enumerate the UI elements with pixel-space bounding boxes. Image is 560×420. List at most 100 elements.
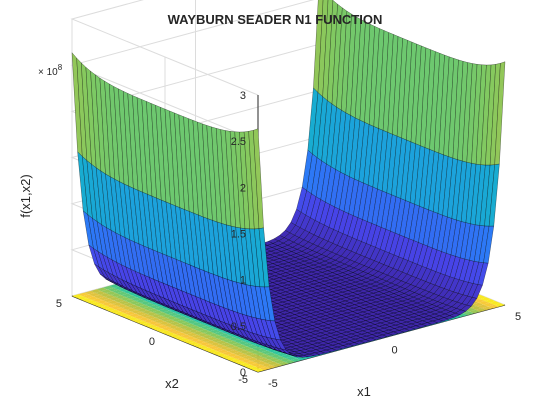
contour-cell xyxy=(135,299,147,303)
contour-cell xyxy=(109,284,120,288)
contour-cell xyxy=(144,303,156,307)
contour-cell xyxy=(240,346,252,351)
contour-cell xyxy=(478,301,490,305)
contour-cell xyxy=(95,303,107,308)
z-tick-label: 1 xyxy=(240,275,246,287)
z-axis-label: f(x1,x2) xyxy=(18,174,33,217)
contour-cell xyxy=(189,338,201,342)
contour-cell xyxy=(90,289,102,293)
contour-cell xyxy=(171,330,182,335)
contour-cell xyxy=(472,302,484,307)
contour-cell xyxy=(253,355,265,360)
contour-cell xyxy=(76,296,88,300)
contour-cell xyxy=(154,306,165,311)
y-tick-label: 0 xyxy=(149,336,155,348)
contour-cell xyxy=(185,336,196,340)
surface-mesh xyxy=(71,0,506,358)
contour-cell xyxy=(124,299,136,303)
contour-cell xyxy=(140,313,151,318)
contour-cell xyxy=(98,296,110,301)
contour-cell xyxy=(195,323,207,328)
contour-cell xyxy=(102,285,114,290)
contour-cell xyxy=(206,336,218,341)
contour-cell xyxy=(471,306,482,310)
contour-cell xyxy=(107,300,119,304)
contour-cell xyxy=(236,344,247,349)
contour-cell xyxy=(217,337,229,341)
contour-cell xyxy=(262,359,274,364)
contour-cell xyxy=(147,321,159,325)
contour-cell xyxy=(174,336,186,340)
contour-cell xyxy=(183,339,195,344)
contour-cell xyxy=(219,346,230,350)
contour-cell xyxy=(101,289,113,294)
contour-cell xyxy=(257,357,269,362)
contour-cell xyxy=(92,298,103,302)
y-axis-label: x2 xyxy=(165,376,179,391)
contour-cell xyxy=(489,301,501,305)
contour-cell xyxy=(172,327,184,331)
contour-cell xyxy=(480,297,492,301)
contour-cell xyxy=(171,318,182,322)
contour-cell xyxy=(127,304,139,309)
contour-cell xyxy=(457,313,468,317)
contour-cell xyxy=(197,333,209,337)
contour-cell xyxy=(135,311,147,316)
contour-cell xyxy=(166,328,178,333)
contour-cell xyxy=(118,300,130,305)
contour-cell xyxy=(104,307,116,312)
contour-cell xyxy=(149,304,161,309)
contour-cell xyxy=(137,308,148,312)
contour-cell xyxy=(234,360,246,365)
contour-cell xyxy=(168,325,179,329)
contour-cell xyxy=(481,306,493,310)
contour-cell xyxy=(175,332,187,337)
contour-cell xyxy=(208,333,220,337)
contour-cell xyxy=(200,338,212,342)
contour-cell xyxy=(123,302,134,307)
contour-cell xyxy=(186,320,198,324)
contour-cell xyxy=(151,314,162,318)
contour-cell xyxy=(251,346,263,351)
contour-cell xyxy=(206,349,218,353)
contour-cell xyxy=(239,350,251,354)
contour-cell xyxy=(474,299,485,303)
contour-cell xyxy=(181,318,193,322)
contour-cell xyxy=(296,356,308,361)
contour-cell xyxy=(248,366,260,371)
contour-cell xyxy=(123,315,134,319)
contour-cell xyxy=(120,309,131,314)
contour-cell xyxy=(133,302,145,307)
contour-cell xyxy=(254,352,266,356)
contour-cell xyxy=(174,323,185,328)
contour-cell xyxy=(160,317,172,322)
contour-cell xyxy=(222,338,234,343)
contour-cell xyxy=(189,325,201,330)
contour-cell xyxy=(242,355,254,360)
contour-cell xyxy=(119,297,131,301)
contour-cell xyxy=(180,321,192,326)
contour-cell xyxy=(199,329,210,333)
contour-cell xyxy=(475,295,487,300)
contour-cell xyxy=(212,335,224,339)
contour-cell xyxy=(226,340,238,345)
contour-cell xyxy=(93,294,105,299)
contour-cell xyxy=(247,357,258,361)
contour-cell xyxy=(113,311,125,315)
contour-cell xyxy=(109,309,120,314)
contour-cell xyxy=(166,316,178,320)
contour-cell xyxy=(463,311,475,316)
contour-cell xyxy=(256,361,268,365)
contour-cell xyxy=(273,359,285,364)
chart-title: WAYBURN SEADER N1 FUNCTION xyxy=(168,12,383,27)
contour-cell xyxy=(137,320,148,325)
contour-cell xyxy=(214,331,226,336)
contour-cell xyxy=(85,300,97,304)
contour-cell xyxy=(259,354,271,358)
contour-cell xyxy=(194,340,206,344)
contour-cell xyxy=(223,348,235,352)
contour-cell xyxy=(126,295,137,299)
contour-cell xyxy=(268,357,280,362)
contour-cell xyxy=(141,310,153,314)
contour-cell xyxy=(116,304,128,308)
